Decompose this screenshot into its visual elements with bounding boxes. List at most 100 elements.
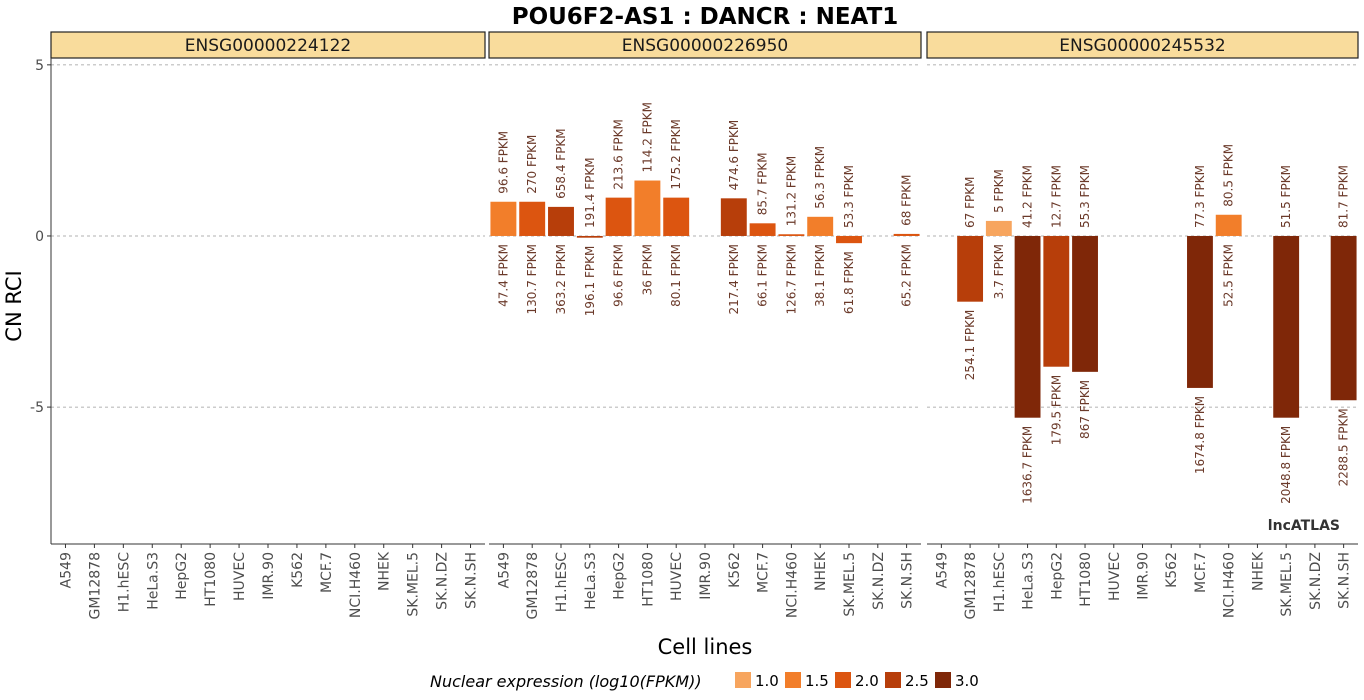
x-tick-label: H1.hESC [116, 552, 132, 612]
y-axis-title: CN RCI [2, 270, 26, 341]
bar-bottom-label: 254.1 FPKM [963, 310, 977, 381]
bar-NHEK [807, 216, 834, 236]
bar-bottom-label: 38.1 FPKM [813, 244, 827, 307]
bar-bottom-label: 126.7 FPKM [784, 244, 798, 315]
bar-top-label: 5 FPKM [992, 169, 1006, 213]
x-tick-label: SK.N.DZ [871, 552, 887, 610]
bar-bottom-label: 61.8 FPKM [842, 251, 856, 314]
bar-top-label: 270 FPKM [525, 135, 539, 194]
x-tick-label: K562 [1164, 552, 1180, 588]
bar-top-label: 213.6 FPKM [612, 119, 626, 190]
bar-bottom-label: 217.4 FPKM [727, 244, 741, 315]
x-tick-label: H1.hESC [992, 552, 1008, 612]
facet-strip-label: ENSG00000224122 [185, 36, 351, 56]
bar-top-label: 96.6 FPKM [496, 131, 510, 194]
bar-bottom-label: 2288.5 FPKM [1337, 408, 1351, 486]
bar-top-label: 658.4 FPKM [554, 128, 568, 199]
bar-top-label: 175.2 FPKM [669, 119, 683, 190]
bar-HeLa.S3 [576, 235, 603, 238]
facet-strip-label: ENSG00000245532 [1059, 36, 1225, 56]
x-tick-label: IMR.90 [261, 552, 277, 600]
x-tick-label: HepG2 [174, 552, 190, 600]
x-axis-title: Cell lines [658, 635, 753, 659]
bar-top-label: 56.3 FPKM [813, 146, 827, 209]
bar-MCF.7 [1187, 235, 1213, 388]
x-tick-label: HUVEC [1107, 552, 1123, 601]
bar-top-label: 114.2 FPKM [640, 102, 654, 173]
bar-HeLa.S3 [1014, 235, 1041, 418]
bar-bottom-label: 196.1 FPKM [583, 246, 597, 317]
bar-HT1080 [1072, 235, 1098, 372]
legend-label: 3.0 [955, 672, 979, 690]
facet-strip [50, 31, 486, 59]
x-tick-label: SK.N.SH [1337, 552, 1353, 609]
facet-strip [488, 31, 922, 59]
x-tick-label: NHEK [377, 551, 393, 591]
legend-swatch [735, 672, 751, 688]
x-tick-label: NCI.H460 [348, 552, 364, 618]
bar-bottom-label: 80.1 FPKM [669, 244, 683, 307]
bar-bottom-label: 130.7 FPKM [525, 244, 539, 315]
x-tick-label: MCF.7 [1193, 552, 1209, 593]
x-tick-label: A549 [496, 552, 512, 588]
bar-K562 [720, 198, 747, 236]
facet-strip [926, 31, 1359, 59]
panel-ENSG00000245532: ENSG00000245532 A549 GM12878 H1.hESC HeLa.S3… [926, 31, 1359, 619]
bar-H1.hESC [985, 220, 1012, 236]
x-tick-label: A549 [934, 552, 950, 588]
x-tick-label: NCI.H460 [1222, 552, 1238, 618]
bar-SK.MEL.5 [836, 235, 862, 244]
bar-H1.hESC [548, 206, 574, 236]
bar-SK.N.SH [1330, 235, 1357, 401]
bar-top-label: 53.3 FPKM [842, 165, 856, 228]
bar-bottom-label: 363.2 FPKM [554, 244, 568, 315]
bar-top-label: 67 FPKM [963, 177, 977, 228]
bar-HT1080 [634, 180, 661, 236]
bar-SK.MEL.5 [1273, 235, 1300, 418]
x-tick-label: IMR.90 [698, 552, 714, 600]
panel-ENSG00000226950: ENSG00000226950 A549 GM12878 H1.hESC HeLa.S3… [488, 31, 922, 619]
legend-items: 1.0 1.5 2.0 2.5 3.0 [735, 672, 979, 690]
bar-top-label: 131.2 FPKM [784, 156, 798, 227]
bar-top-label: 85.7 FPKM [756, 152, 770, 215]
x-tick-label: HT1080 [203, 552, 219, 607]
x-tick-label: HT1080 [1078, 552, 1094, 607]
x-tick-label: SK.MEL.5 [406, 552, 422, 617]
watermark-text: lncATLAS [1268, 518, 1340, 534]
bar-bottom-label: 47.4 FPKM [496, 244, 510, 307]
x-tick-label: SK.N.DZ [435, 552, 451, 610]
legend-swatch [935, 672, 951, 688]
bar-HepG2 [1043, 235, 1070, 367]
y-axis: 5 0 -5 [30, 58, 52, 544]
bar-bottom-label: 52.5 FPKM [1222, 244, 1236, 307]
bar-GM12878 [957, 235, 984, 302]
y-tick-label: -5 [30, 400, 44, 416]
x-tick-label: HepG2 [1049, 552, 1065, 600]
bar-top-label: 41.2 FPKM [1021, 165, 1035, 228]
bar-bottom-label: 96.6 FPKM [612, 244, 626, 307]
x-tick-label: H1.hESC [554, 552, 570, 612]
bar-NCI.H460 [1215, 214, 1242, 236]
bar-top-label: 68 FPKM [900, 174, 914, 225]
x-tick-label: SK.N.SH [900, 552, 916, 609]
y-tick-label: 0 [35, 229, 44, 245]
bar-top-label: 12.7 FPKM [1049, 165, 1063, 228]
x-tick-label: SK.N.SH [464, 552, 480, 609]
x-tick-label: K562 [290, 552, 306, 588]
facet-panels: ENSG00000224122 A549 GM12878 H1.hESC HeLa.S3… [50, 31, 1359, 619]
x-tick-label: SK.MEL.5 [1279, 552, 1295, 617]
legend-label: 1.0 [755, 672, 779, 690]
bar-NCI.H460 [778, 234, 805, 236]
bar-HUVEC [663, 197, 690, 236]
bar-top-label: 81.7 FPKM [1337, 165, 1351, 228]
x-tick-label: NCI.H460 [784, 552, 800, 618]
legend: Nuclear expression (log10(FPKM)) 1.0 1.5 2… [430, 672, 979, 691]
x-tick-label: GM12878 [87, 552, 103, 619]
chart-title: POU6F2-AS1 : DANCR : NEAT1 [512, 4, 899, 30]
y-tick-label: 5 [35, 58, 44, 74]
bar-top-label: 77.3 FPKM [1193, 165, 1207, 228]
x-tick-label: HUVEC [669, 552, 685, 601]
x-tick-label: SK.N.DZ [1308, 552, 1324, 610]
bar-SK.N.SH [893, 233, 920, 236]
